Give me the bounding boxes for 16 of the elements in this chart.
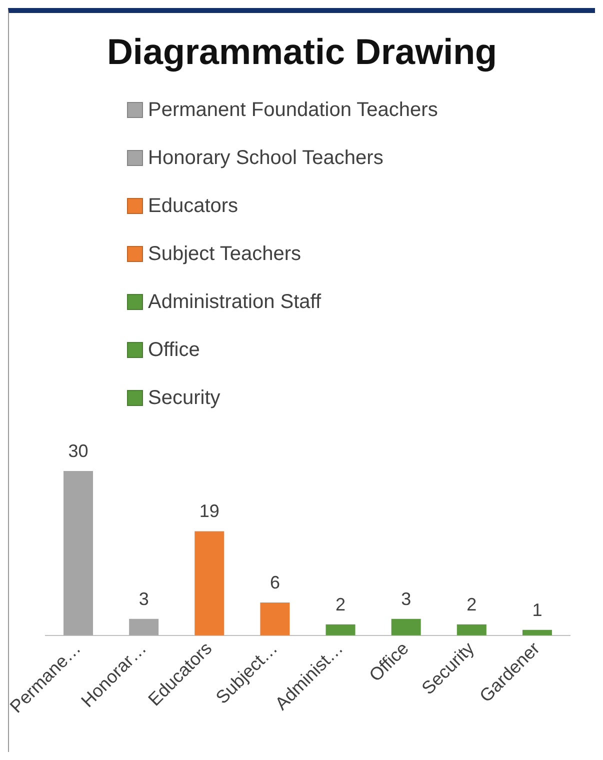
data-label: 2 — [466, 594, 477, 614]
legend-label: Subject Teachers — [148, 242, 302, 266]
data-label: 1 — [532, 600, 542, 620]
legend-label: Permanent Foundation Teachers — [148, 98, 438, 122]
data-label: 3 — [401, 588, 412, 609]
data-label: 6 — [270, 572, 280, 592]
legend-label: Office — [148, 338, 200, 362]
data-label: 19 — [199, 501, 220, 522]
legend-label: Honorary School Teachers — [148, 146, 384, 170]
data-label: 30 — [68, 440, 88, 461]
legend-label: Educators — [148, 194, 238, 218]
chart-title: Diagrammatic Drawing — [106, 31, 498, 73]
legend-label: Security — [148, 386, 220, 410]
legend-label: Administration Staff — [148, 290, 322, 314]
data-label: 2 — [336, 594, 346, 614]
data-label: 3 — [138, 588, 149, 609]
